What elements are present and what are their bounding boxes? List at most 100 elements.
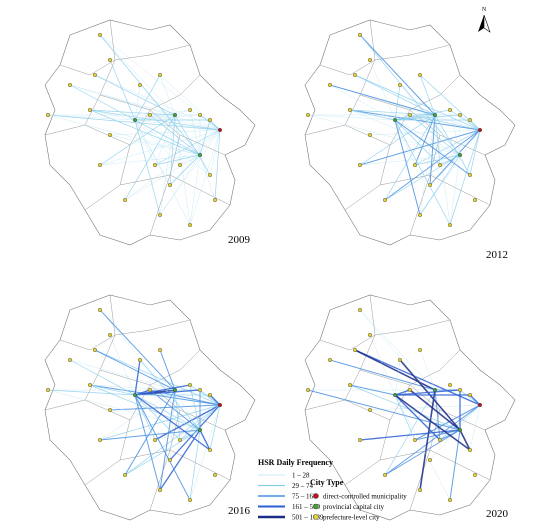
hsr-link	[419, 389, 436, 491]
city	[397, 357, 402, 362]
hsr-link	[124, 404, 221, 476]
hsr-link	[209, 129, 221, 176]
map-panel	[304, 294, 516, 521]
hsr-link	[409, 114, 461, 156]
city	[98, 308, 103, 313]
hsr-link	[47, 114, 136, 121]
hsr-link	[154, 129, 221, 166]
north-label: N	[482, 7, 487, 13]
hsr-link	[409, 389, 461, 431]
hsr-link	[419, 114, 436, 216]
region-outline	[304, 19, 516, 246]
hsr-link	[394, 394, 441, 441]
hsr-link	[169, 389, 176, 461]
city	[353, 73, 358, 78]
city	[432, 112, 437, 117]
region-boundary	[99, 369, 151, 386]
hsr-link	[174, 109, 191, 116]
hsr-link	[134, 119, 221, 131]
city	[358, 33, 363, 38]
hsr-link	[89, 109, 176, 116]
city	[137, 357, 142, 362]
city	[157, 212, 162, 217]
city	[367, 333, 372, 338]
city	[328, 82, 333, 87]
map-panel	[304, 19, 516, 246]
city	[45, 112, 50, 117]
city	[167, 182, 172, 187]
hsr-link	[134, 114, 176, 121]
region-boundary	[149, 449, 171, 511]
hsr-link	[349, 109, 461, 156]
city	[93, 73, 98, 78]
city	[147, 387, 152, 392]
region-outline	[44, 19, 256, 246]
hsr-link	[214, 129, 221, 201]
city	[358, 162, 363, 167]
hsr-link	[434, 114, 441, 166]
hsr-link	[174, 114, 191, 226]
hsr-link	[307, 114, 461, 156]
city	[437, 437, 442, 442]
city	[207, 172, 212, 177]
hsr-link	[449, 129, 481, 226]
city	[358, 437, 363, 442]
hsr-link	[307, 114, 396, 121]
hsr-link	[329, 359, 436, 391]
region-boundary	[59, 19, 116, 76]
panels: 2009 2012 2016 2020	[44, 19, 516, 521]
city	[107, 407, 112, 412]
hsr-link	[134, 114, 201, 121]
hsr-link	[124, 389, 176, 476]
region-boundary	[429, 174, 491, 206]
city	[217, 402, 222, 407]
city	[397, 82, 402, 87]
city	[472, 472, 477, 477]
city	[472, 197, 477, 202]
city	[382, 197, 387, 202]
city	[122, 472, 127, 477]
region-boundary	[114, 319, 191, 336]
hsr-link	[99, 309, 176, 391]
hsr-link	[134, 84, 141, 121]
hsr-link	[134, 119, 191, 226]
city	[447, 107, 452, 112]
hsr-link	[419, 154, 461, 216]
city	[157, 487, 162, 492]
city	[93, 348, 98, 353]
hsr-link	[99, 309, 201, 431]
hsr-link	[99, 429, 201, 441]
region-boundary	[429, 449, 491, 481]
region-boundary	[319, 19, 376, 76]
region-boundary	[374, 44, 451, 61]
hsr-link	[89, 109, 201, 156]
city	[98, 437, 103, 442]
region-boundary	[409, 174, 431, 236]
city	[437, 162, 442, 167]
city	[107, 333, 112, 338]
hsr-link	[69, 84, 221, 131]
city	[197, 387, 202, 392]
hsr-link	[109, 334, 136, 396]
hsr-link	[394, 359, 401, 396]
hsr-link	[414, 429, 461, 441]
hsr-link	[174, 114, 181, 166]
city	[417, 487, 422, 492]
hsr-link	[359, 154, 461, 166]
city	[137, 82, 142, 87]
city	[417, 73, 422, 78]
hsr-link	[159, 389, 176, 491]
hsr-link	[134, 394, 191, 501]
city	[467, 172, 472, 177]
hsr-link	[154, 154, 201, 166]
region-boundary	[319, 294, 376, 351]
hsr-link	[469, 129, 481, 176]
hsr-link	[394, 394, 451, 501]
hsr-link	[134, 394, 181, 441]
hsr-link	[394, 394, 471, 451]
hsr-link	[434, 114, 451, 226]
city	[88, 107, 93, 112]
region-boundary	[169, 174, 231, 206]
hsr-link	[429, 114, 436, 186]
city	[187, 497, 192, 502]
